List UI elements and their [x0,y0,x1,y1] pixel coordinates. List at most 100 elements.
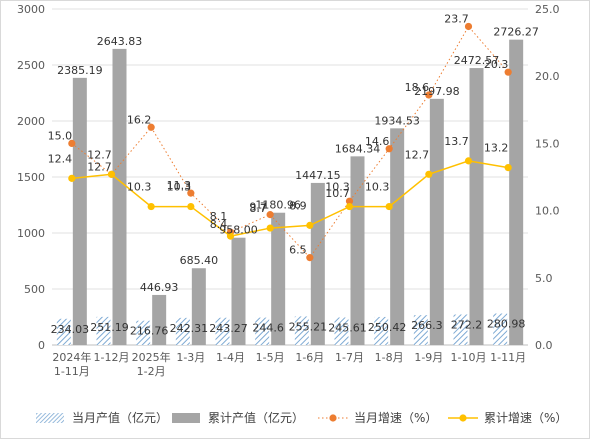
x-tick-label-line: 1-6月 [295,351,324,364]
cumulative-output-bar [469,68,484,346]
data-labels: 234.03 2385.19 251.19 2643.83 216.76 446.93 24… [48,12,539,337]
monthly-growth-label: 10.7 [325,187,350,200]
monthly-output-bar [96,316,111,345]
legend-label: 当月增速（%） [354,411,437,425]
cumulative-output-bar [429,98,444,346]
monthly-output-bar [334,317,349,345]
x-tick-label: 1-9月 [414,351,443,364]
x-tick-label-line: 1-7月 [335,351,364,364]
monthly-output-label: 245.61 [328,321,367,334]
cumulative-growth-point [107,170,116,178]
monthly-growth-label: 15.0 [48,129,73,142]
monthly-growth-point [385,145,393,153]
cumulative-growth-point [226,232,235,240]
y-left-tick-label: 3000 [17,3,45,16]
monthly-output-label: 244.6 [252,322,284,335]
monthly-output-label: 216.76 [130,325,169,338]
cumulative-growth-label: 8.7 [249,202,267,215]
monthly-growth-label: 6.5 [289,244,307,257]
gridlines [52,8,528,346]
cumulative-growth-label: 8.1 [210,210,228,223]
monthly-output-bar [294,316,309,345]
cumulative-growth-point [68,174,76,182]
monthly-growth-point [504,68,512,76]
cumulative-output-bar [191,268,206,345]
monthly-growth-point [464,22,473,31]
x-tick-label-line: 2025年 [132,350,171,364]
monthly-growth-point [306,254,314,262]
monthly-output-label: 272.2 [451,319,483,332]
monthly-output-label: 251.19 [90,321,129,334]
cumulative-output-label: 685.40 [180,254,219,267]
cumulative-output-label: 2385.19 [57,64,103,77]
x-tick-label-line: 1-11月 [54,365,90,378]
cumulative-growth-label: 10.3 [167,181,192,194]
right-axis: 0.0 5.0 10.0 15.0 20.0 25.0 [535,3,560,352]
monthly-output-bar [453,314,468,345]
x-tick-label-line: 1-9月 [414,351,443,364]
monthly-output-bar [56,318,71,345]
legend-label: 当月产值（亿元） [72,410,168,425]
y-right-tick-label: 10.0 [535,205,560,218]
lines [68,22,512,262]
y-right-tick-label: 15.0 [535,137,560,150]
y-left-tick-label: 2500 [17,59,45,72]
legend-label: 累计产值（亿元） [208,410,304,425]
cumulative-growth-point [306,221,314,229]
legend-marker-monthly-growth [329,414,337,422]
x-tick-label-line: 2024年 [52,350,91,364]
monthly-growth-point [68,139,76,147]
x-tick-label-line: 1-10月 [451,351,487,364]
monthly-growth-point [345,197,354,205]
legend-swatch-cumulative-output [172,413,200,423]
cumulative-output-label: 2197.98 [414,85,460,98]
monthly-growth-point [425,91,433,99]
cumulative-output-bar [152,294,167,345]
cumulative-output-label: 446.93 [140,281,179,294]
cumulative-output-label: 1447.15 [295,169,341,182]
cumulative-output-label: 1180.96 [255,199,301,212]
monthly-output-bar [215,317,230,345]
x-tick-label-line: 1-8月 [375,351,404,364]
bars [56,39,524,346]
x-tick-label: 2025年 1-2月 [132,350,171,378]
cumulative-growth-label: 10.3 [365,181,390,194]
x-tick-label-line: 1-11月 [490,351,526,364]
monthly-growth-label: 23.7 [444,12,469,25]
x-tick-label: 1-11月 [490,351,526,364]
cumulative-growth-point [147,202,155,211]
cumulative-output-bar [509,39,524,345]
legend: 当月产值（亿元） 累计产值（亿元） 当月增速（%） 累计增速（%） [36,410,567,425]
monthly-output-bar [413,315,428,345]
cumulative-growth-label: 10.3 [127,181,152,194]
x-tick-label-line: 1-4月 [216,351,245,364]
monthly-growth-point [266,211,274,219]
cumulative-growth-label: 12.7 [87,148,112,161]
x-tick-label-line: 1-12月 [94,351,130,364]
left-axis: 0 500 1000 1500 2000 2500 3000 [17,3,45,352]
monthly-output-label: 250.42 [368,321,407,334]
cumulative-output-label: 958.00 [219,224,258,237]
cumulative-output-bar [231,237,246,345]
monthly-growth-label: 20.3 [484,58,509,71]
cumulative-output-label: 2643.83 [97,35,143,48]
monthly-output-bar [255,317,270,345]
cumulative-output-bar [271,212,286,345]
cumulative-output-bar [390,128,405,345]
y-left-tick-label: 0 [38,339,45,352]
legend-marker-cumulative-growth [459,414,467,422]
cumulative-growth-point [425,170,433,178]
x-tick-label: 1-6月 [295,351,324,364]
y-left-tick-label: 1500 [17,171,45,184]
monthly-output-label: 280.98 [487,318,526,331]
monthly-growth-point [187,189,195,197]
monthly-output-bar [374,316,389,345]
cumulative-output-bar [350,156,365,345]
monthly-growth-label: 12.7 [87,160,112,173]
monthly-growth-label: 16.2 [127,113,152,126]
monthly-output-label: 266.3 [411,319,443,332]
